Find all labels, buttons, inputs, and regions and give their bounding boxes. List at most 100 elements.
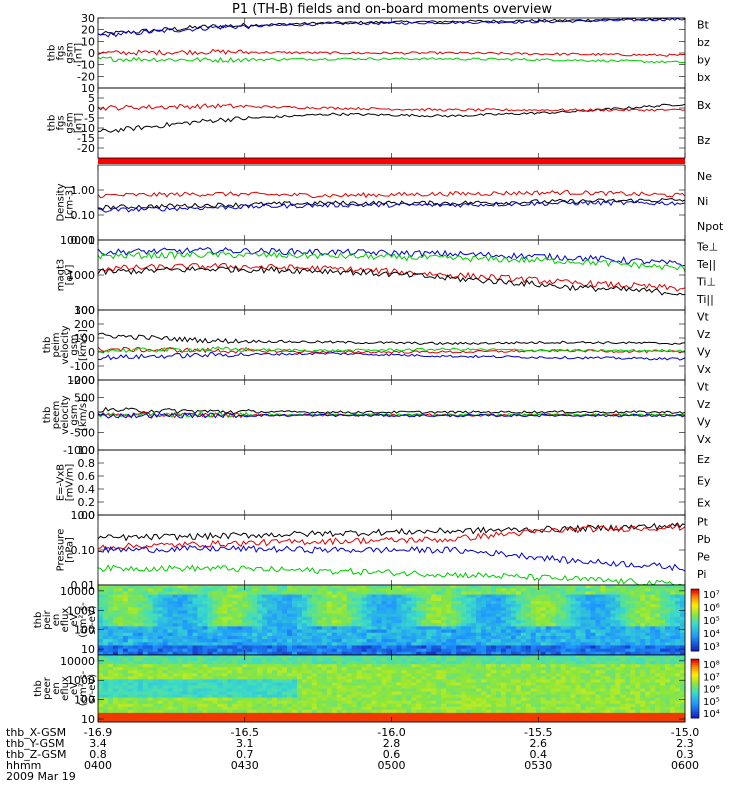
spectrogram-cell: [127, 616, 134, 621]
spectrogram-cell: [217, 667, 223, 671]
spectrogram-cell: [122, 632, 129, 637]
spectrogram-cell: [436, 718, 442, 723]
spectrogram-cell: [386, 639, 392, 643]
spectrogram-cell: [102, 635, 109, 640]
spectrogram-cell: [326, 639, 333, 643]
spectrogram-cell: [351, 715, 358, 720]
spectrogram-cell: [107, 661, 114, 665]
spectrogram-cell: [331, 706, 338, 711]
spectrogram-cell: [282, 697, 288, 702]
spectrogram-cell: [481, 642, 487, 646]
spectrogram-cell: [535, 597, 542, 602]
spectrogram-cell: [282, 706, 288, 711]
spectrogram-cell: [262, 688, 268, 693]
spectrogram-cell: [520, 694, 527, 699]
spectrogram-cell: [252, 661, 258, 665]
spectrogram-cell: [640, 604, 646, 608]
spectrogram-cell: [520, 632, 527, 637]
spectrogram-cell: [396, 718, 402, 723]
spectrogram-cell: [441, 661, 447, 665]
spectrogram-cell: [500, 597, 507, 602]
panel-9-ylabel: peir: [42, 609, 53, 629]
spectrogram-cell: [476, 639, 482, 643]
spectrogram-cell: [680, 639, 686, 643]
spectrogram-cell: [107, 715, 114, 720]
spectrogram-cell: [535, 600, 542, 605]
spectrogram-cell: [287, 585, 293, 589]
spectrogram-cell: [495, 610, 502, 615]
spectrogram-cell: [207, 635, 213, 640]
spectrogram-cell: [391, 700, 397, 705]
spectrogram-cell: [486, 591, 492, 596]
spectrogram-cell: [366, 658, 373, 662]
spectrogram-cell: [381, 588, 388, 592]
spectrogram-cell: [301, 591, 308, 596]
spectrogram-cell: [421, 620, 427, 624]
spectrogram-cell: [680, 594, 686, 599]
spectrogram-cell: [98, 620, 104, 624]
spectrogram-cell: [356, 632, 363, 637]
spectrogram-cell: [112, 616, 119, 621]
spectrogram-cell: [630, 597, 636, 602]
spectrogram-cell: [162, 607, 169, 611]
spectrogram-cell: [386, 626, 392, 631]
spectrogram-cell: [675, 604, 681, 608]
spectrogram-cell: [172, 673, 179, 677]
spectrogram-cell: [212, 604, 218, 608]
spectrogram-cell: [466, 591, 472, 596]
spectrogram-cell: [262, 623, 268, 627]
spectrogram-cell: [540, 613, 547, 618]
panel-6-ylabel: thb: [42, 407, 53, 424]
spectrogram-cell: [560, 610, 567, 615]
spectrogram-cell: [182, 642, 189, 646]
spectrogram-cell: [565, 597, 572, 602]
spectrogram-cell: [361, 655, 368, 659]
spectrogram-cell: [217, 700, 223, 705]
spectrogram-cell: [456, 697, 462, 702]
spectrogram-cell: [446, 597, 452, 602]
spectrogram-cell: [436, 629, 442, 634]
spectrogram-cell: [670, 645, 676, 650]
spectrogram-cell: [660, 616, 666, 621]
spectrogram-cell: [431, 607, 437, 611]
spectrogram-cell: [272, 635, 278, 640]
spectrogram-cell: [426, 600, 432, 605]
spectrogram-cell: [640, 616, 646, 621]
spectrogram-cell: [436, 706, 442, 711]
spectrogram-cell: [167, 658, 174, 662]
spectrogram-cell: [247, 676, 253, 680]
spectrogram-cell: [476, 604, 482, 608]
spectrogram-cell: [515, 718, 522, 723]
spectrogram-cell: [446, 685, 452, 689]
spectrogram-cell: [252, 706, 258, 711]
spectrogram-cell: [431, 588, 437, 592]
spectrogram-cell: [292, 655, 298, 659]
spectrogram-cell: [102, 613, 109, 618]
spectrogram-cell: [137, 635, 144, 640]
spectrogram-cell: [481, 651, 487, 656]
spectrogram-cell: [132, 682, 139, 686]
spectrogram-cell: [197, 655, 203, 659]
spectrogram-cell: [321, 694, 328, 699]
spectrogram-cell: [495, 591, 502, 596]
spectrogram-cell: [510, 632, 517, 637]
spectrogram-cell: [212, 715, 218, 720]
spectrogram-cell: [406, 673, 412, 677]
spectrogram-cell: [366, 626, 373, 631]
spectrogram-cell: [560, 613, 567, 618]
spectrogram-cell: [321, 632, 328, 637]
spectrogram-cell: [495, 718, 502, 723]
spectrogram-cell: [535, 616, 542, 621]
spectrogram-cell: [426, 691, 432, 696]
spectrogram-cell: [580, 597, 586, 602]
spectrogram-cell: [655, 597, 661, 602]
spectrogram-cell: [177, 610, 184, 615]
spectrogram-cell: [525, 664, 532, 668]
spectrogram-cell: [640, 642, 646, 646]
spectrogram-cell: [401, 597, 407, 602]
spectrogram-cell: [331, 658, 338, 662]
spectrogram-cell: [152, 620, 159, 624]
spectrogram-cell: [550, 632, 557, 637]
spectrogram-cell: [431, 651, 437, 656]
spectrogram-cell: [167, 626, 174, 631]
